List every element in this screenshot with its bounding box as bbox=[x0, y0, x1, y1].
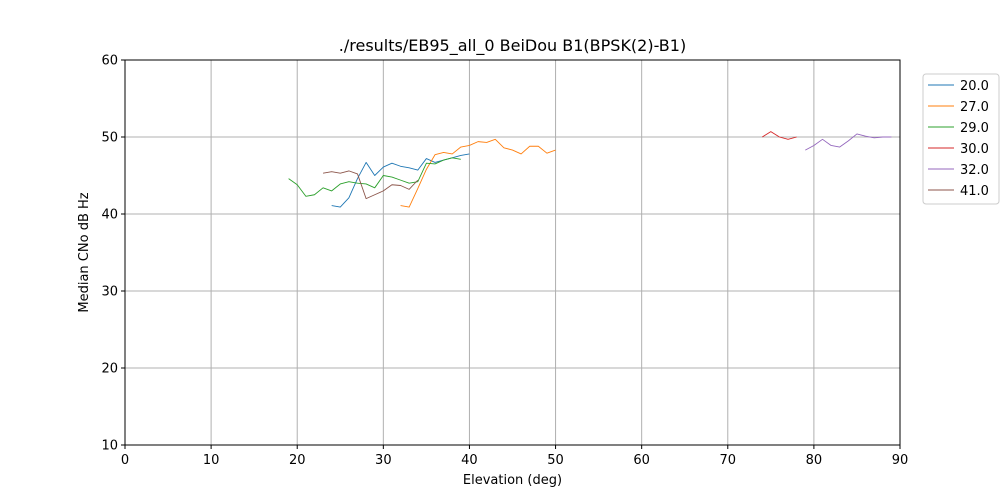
x-tick-label: 70 bbox=[720, 453, 737, 468]
x-tick-label: 40 bbox=[461, 453, 478, 468]
series-line-27.0 bbox=[400, 138, 556, 208]
y-tick-label: 30 bbox=[101, 285, 118, 300]
legend: 20.0 27.0 29.0 30.0 32.0 41.0 bbox=[922, 73, 1000, 205]
x-tick-label: 30 bbox=[375, 453, 392, 468]
x-tick-label: 90 bbox=[892, 453, 909, 468]
x-tick-label: 50 bbox=[547, 453, 564, 468]
series-line-29.0 bbox=[288, 157, 461, 197]
legend-label: 32.0 bbox=[960, 163, 989, 178]
series-line-30.0 bbox=[761, 131, 797, 140]
x-tick-label: 20 bbox=[289, 453, 306, 468]
y-tick-label: 40 bbox=[101, 208, 118, 223]
legend-label: 20.0 bbox=[960, 79, 989, 94]
y-axis-label: Median CNo dB Hz bbox=[77, 192, 92, 312]
x-axis-label: Elevation (deg) bbox=[463, 473, 562, 488]
series-line-41.0 bbox=[322, 170, 419, 200]
x-tick-label: 0 bbox=[121, 453, 129, 468]
series-layer bbox=[288, 131, 892, 208]
legend-label: 27.0 bbox=[960, 100, 989, 115]
y-tick-label: 50 bbox=[101, 131, 118, 146]
y-tick-label: 60 bbox=[101, 54, 118, 69]
series-line-32.0 bbox=[805, 133, 892, 151]
x-tick-label: 60 bbox=[633, 453, 650, 468]
chart-title: ./results/EB95_all_0 BeiDou B1(BPSK(2)-B… bbox=[339, 36, 686, 56]
legend-label: 41.0 bbox=[960, 184, 989, 199]
x-tick-label: 10 bbox=[203, 453, 220, 468]
legend-label: 30.0 bbox=[960, 142, 989, 157]
y-axis: 10 20 30 40 50 60 bbox=[101, 54, 125, 454]
y-tick-label: 20 bbox=[101, 362, 118, 377]
plot-frame bbox=[124, 59, 901, 446]
x-axis: 0 10 20 30 40 50 60 70 80 90 bbox=[121, 445, 908, 468]
x-tick-label: 80 bbox=[806, 453, 823, 468]
y-tick-label: 10 bbox=[101, 439, 118, 454]
legend-label: 29.0 bbox=[960, 121, 989, 136]
